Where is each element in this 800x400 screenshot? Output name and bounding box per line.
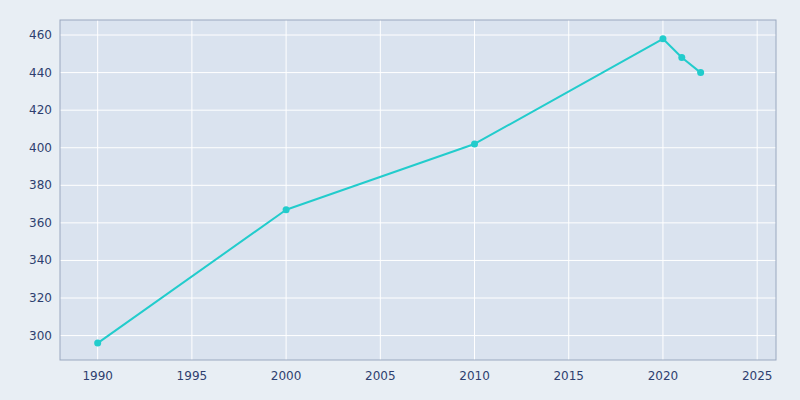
y-tick-label: 340	[29, 253, 52, 267]
grid-line-x	[662, 20, 663, 360]
y-tick-label: 360	[29, 216, 52, 230]
grid-line-x	[97, 20, 98, 360]
grid-line-y	[60, 147, 776, 148]
line	[98, 39, 701, 343]
x-tick-label: 1990	[82, 369, 113, 383]
grid-line-y	[60, 72, 776, 73]
grid-line-y	[60, 335, 776, 336]
y-tick-label: 320	[29, 291, 52, 305]
grid-line-y	[60, 298, 776, 299]
point	[678, 54, 685, 61]
y-tick-label: 380	[29, 178, 52, 192]
grid-line-x	[380, 20, 381, 360]
grid-line-x	[191, 20, 192, 360]
point	[659, 35, 666, 42]
point	[94, 340, 101, 347]
grid-line-x	[757, 20, 758, 360]
plot-frame	[60, 20, 776, 360]
x-tick-label: 1995	[177, 369, 208, 383]
grid-line-y	[60, 222, 776, 223]
grid-line-y	[60, 110, 776, 111]
x-tick-label: 2000	[271, 369, 302, 383]
x-tick-label: 2020	[648, 369, 679, 383]
grid-line-x	[286, 20, 287, 360]
chart-container: 1990 1995 2000 2005 2010 2015 2020 2025 300 320 34…	[0, 0, 800, 400]
grid	[60, 20, 776, 360]
x-tick-label: 2010	[459, 369, 490, 383]
grid-line-x	[474, 20, 475, 360]
y-tick-label: 440	[29, 66, 52, 80]
y-tick-label: 420	[29, 103, 52, 117]
y-tick-label: 300	[29, 329, 52, 343]
point	[471, 140, 478, 147]
point	[697, 69, 704, 76]
chart: 1990 1995 2000 2005 2010 2015 2020 2025 300 320 34…	[0, 0, 800, 400]
plot-background	[60, 20, 776, 360]
grid-line-x	[568, 20, 569, 360]
x-tick-label: 2015	[553, 369, 584, 383]
series	[94, 35, 704, 346]
x-tick-label: 2005	[365, 369, 396, 383]
y-tick-label: 400	[29, 141, 52, 155]
y-tick-label: 460	[29, 28, 52, 42]
x-tick-label: 2025	[742, 369, 773, 383]
point	[283, 206, 290, 213]
grid-line-y	[60, 185, 776, 186]
axes: 1990 1995 2000 2005 2010 2015 2020 2025 300 320 34…	[29, 20, 776, 383]
grid-line-y	[60, 260, 776, 261]
grid-line-y	[60, 35, 776, 36]
